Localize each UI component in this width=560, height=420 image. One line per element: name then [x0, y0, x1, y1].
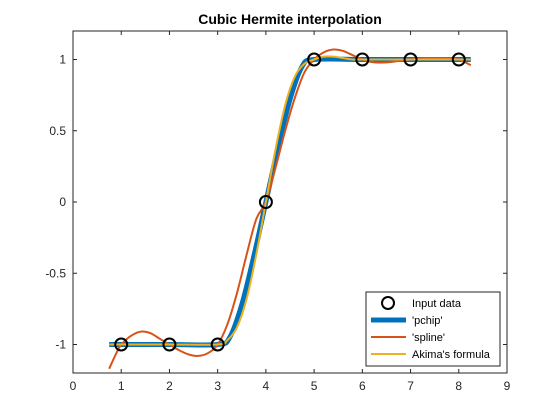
markers-layer — [114, 52, 466, 352]
legend-label-1: 'pchip' — [412, 315, 443, 327]
input-data-point — [258, 195, 273, 209]
input-data-point — [307, 52, 322, 67]
x-tick-label: 5 — [311, 379, 318, 393]
y-tick-label: 0 — [59, 195, 66, 209]
x-tick-label: 3 — [214, 379, 221, 393]
legend-marker-input-data — [381, 296, 395, 310]
chart-title: Cubic Hermite interpolation — [198, 11, 382, 27]
series-line-3 — [109, 55, 471, 346]
x-tick-label: 1 — [118, 379, 125, 393]
x-tick-label: 4 — [263, 379, 270, 393]
y-tick-label: 0.5 — [49, 124, 66, 138]
x-tick-label: 8 — [455, 379, 462, 393]
input-data-point — [210, 337, 225, 352]
input-data-point — [162, 337, 177, 352]
x-tick-label: 2 — [166, 379, 173, 393]
input-data-point — [355, 52, 370, 67]
legend-label-input-data: Input data — [412, 298, 462, 310]
input-data-point — [403, 52, 418, 67]
legend-label-2: 'spline' — [412, 332, 445, 344]
x-tick-label: 0 — [70, 379, 77, 393]
ticks-layer: 0 1 2 3 4 5 6 7 8 9 -1 -0.5 0 0.5 1 — [45, 31, 511, 393]
y-tick-label: 1 — [59, 53, 66, 67]
y-tick-label: -0.5 — [45, 266, 66, 280]
y-tick-label: -1 — [55, 338, 66, 352]
series-layer — [108, 48, 472, 370]
input-data-point — [114, 337, 129, 352]
legend: Input data 'pchip' 'spline' Akima's formula — [365, 291, 501, 367]
input-data-point — [451, 52, 466, 67]
x-tick-label: 9 — [504, 379, 511, 393]
x-tick-label: 7 — [407, 379, 414, 393]
series-line-2 — [108, 48, 472, 370]
x-tick-label: 6 — [359, 379, 366, 393]
legend-label-3: Akima's formula — [412, 349, 491, 361]
